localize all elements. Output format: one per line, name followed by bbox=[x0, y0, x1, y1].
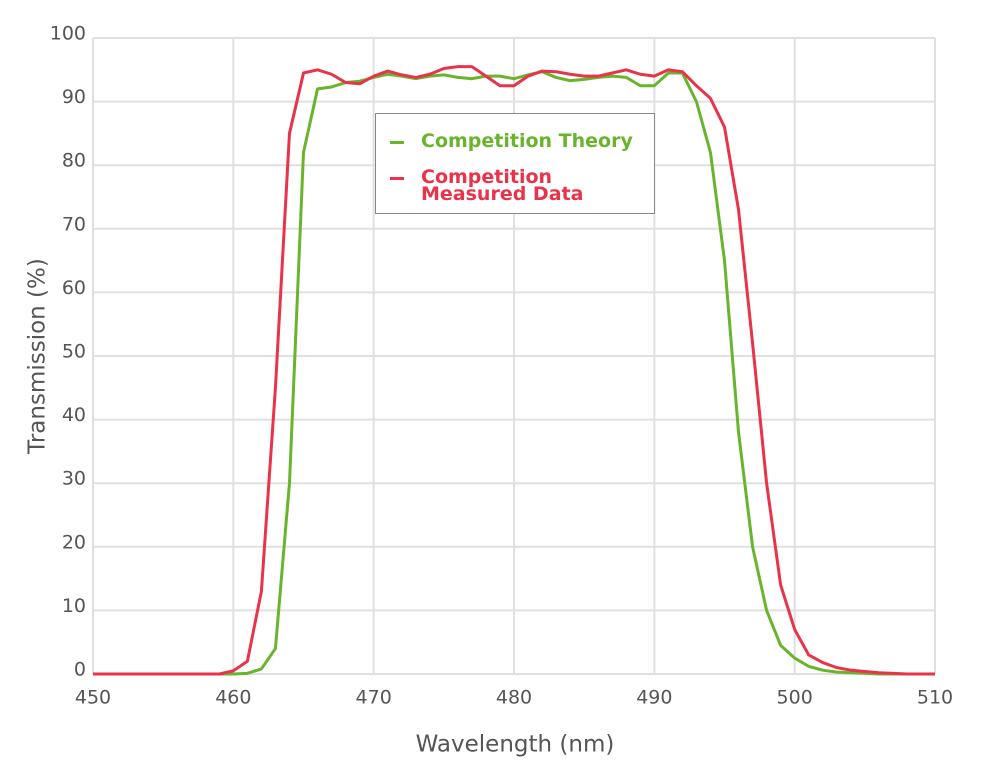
x-tick-label: 450 bbox=[75, 687, 111, 709]
legend-swatch bbox=[390, 141, 404, 144]
x-tick-label: 490 bbox=[636, 687, 672, 709]
y-tick-label: 100 bbox=[50, 23, 86, 45]
grid bbox=[92, 37, 936, 675]
y-tick-label: 70 bbox=[62, 213, 86, 235]
legend-label: Competition Theory bbox=[421, 130, 633, 152]
x-tick-label: 500 bbox=[777, 687, 813, 709]
y-axis-title: Transmission (%) bbox=[25, 258, 51, 455]
series-line bbox=[93, 65, 935, 676]
legend-swatch bbox=[390, 177, 404, 180]
y-tick-label: 20 bbox=[62, 531, 86, 553]
x-tick-label: 510 bbox=[917, 687, 953, 709]
y-tick-label: 80 bbox=[62, 150, 86, 172]
y-tick-label: 10 bbox=[62, 595, 86, 617]
y-tick-label: 90 bbox=[62, 86, 86, 108]
y-tick-label: 60 bbox=[62, 277, 86, 299]
x-axis-title: Wavelength (nm) bbox=[416, 732, 615, 758]
x-tick-label: 460 bbox=[215, 687, 251, 709]
legend: Competition Theory Competition Measured D… bbox=[375, 113, 655, 214]
series-line bbox=[93, 70, 935, 676]
y-tick-label: 40 bbox=[62, 404, 86, 426]
x-tick-label: 480 bbox=[496, 687, 532, 709]
y-tick-label: 30 bbox=[62, 468, 86, 490]
legend-label: Competition Measured Data bbox=[421, 166, 584, 205]
x-tick-label: 470 bbox=[356, 687, 392, 709]
y-tick-label: 50 bbox=[62, 341, 86, 363]
y-tick-label: 0 bbox=[74, 659, 86, 681]
